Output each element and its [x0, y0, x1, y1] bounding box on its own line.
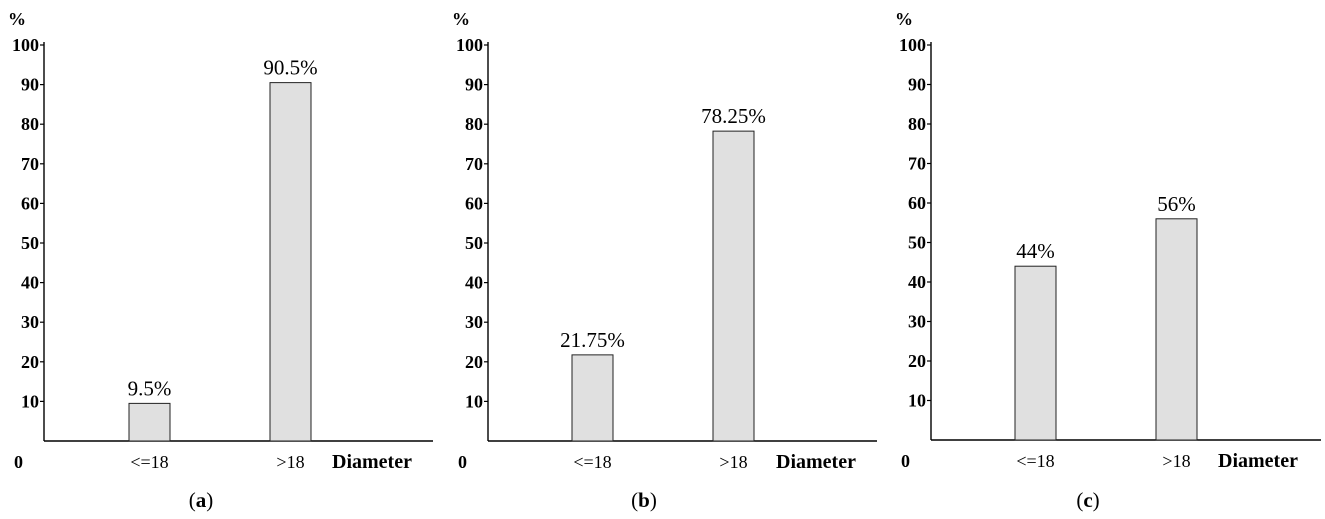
y-tick-label-b-30: 30 [465, 312, 483, 332]
y-tick-label-a-80: 80 [21, 114, 39, 134]
y-tick-label-b-60: 60 [465, 193, 483, 213]
y-tick-label-a-60: 60 [21, 193, 39, 213]
y-tick-label-a-30: 30 [21, 312, 39, 332]
y-tick-label-c-60: 60 [908, 193, 926, 213]
data-label-c-2: 56% [1157, 192, 1196, 216]
y-tick-label-a-100: 100 [12, 35, 39, 55]
y-axis-label-a: % [8, 9, 26, 29]
y-tick-label-b-90: 90 [465, 75, 483, 95]
y-tick-label-c-100: 100 [899, 35, 926, 55]
y-tick-label-b-80: 80 [465, 114, 483, 134]
y-tick-label-c-30: 30 [908, 312, 926, 332]
panel-label-c: (c) [1076, 488, 1100, 512]
data-label-b-1: 21.75% [560, 328, 625, 352]
y-tick-label-b-20: 20 [465, 352, 483, 372]
category-label-c-1: <=18 [1016, 451, 1054, 471]
x-axis-label-a: Diameter [332, 451, 412, 473]
category-label-b-2: >18 [719, 452, 747, 472]
y-tick-label-a-70: 70 [21, 154, 39, 174]
origin-label-a: 0 [14, 452, 23, 472]
y-tick-label-b-40: 40 [465, 273, 483, 293]
y-tick-label-b-50: 50 [465, 233, 483, 253]
y-tick-label-c-20: 20 [908, 351, 926, 371]
category-label-b-1: <=18 [573, 452, 611, 472]
origin-label-c: 0 [901, 451, 910, 471]
y-tick-label-b-10: 10 [465, 391, 483, 411]
bar-b-1 [571, 354, 614, 442]
y-tick-label-a-10: 10 [21, 391, 39, 411]
y-tick-label-a-40: 40 [21, 273, 39, 293]
y-tick-label-c-90: 90 [908, 75, 926, 95]
bar-c-2 [1155, 218, 1198, 441]
x-axis-label-c: Diameter [1218, 450, 1298, 472]
y-tick-label-b-100: 100 [456, 35, 483, 55]
panel-label-a: (a) [188, 488, 214, 512]
category-label-c-2: >18 [1162, 451, 1190, 471]
y-tick-label-b-70: 70 [465, 154, 483, 174]
category-label-a-2: >18 [276, 452, 304, 472]
y-tick-label-c-50: 50 [908, 233, 926, 253]
bar-a-1 [128, 402, 171, 442]
data-label-c-1: 44% [1016, 239, 1055, 263]
y-tick-label-c-40: 40 [908, 272, 926, 292]
y-tick-label-a-50: 50 [21, 233, 39, 253]
data-label-a-1: 9.5% [128, 376, 172, 400]
panel-label-b: (b) [631, 488, 657, 512]
y-tick-label-c-10: 10 [908, 391, 926, 411]
y-tick-label-c-80: 80 [908, 114, 926, 134]
bar-b-2 [712, 130, 755, 442]
y-axis-label-b: % [452, 9, 470, 29]
bar-c-1 [1014, 265, 1057, 441]
bar-a-2 [269, 82, 312, 442]
y-axis-label-c: % [895, 9, 913, 29]
y-tick-label-c-70: 70 [908, 154, 926, 174]
y-tick-label-a-90: 90 [21, 75, 39, 95]
category-label-a-1: <=18 [130, 452, 168, 472]
x-axis-label-b: Diameter [776, 451, 856, 473]
data-label-a-2: 90.5% [263, 56, 317, 80]
data-label-b-2: 78.25% [701, 104, 766, 128]
y-tick-label-a-20: 20 [21, 352, 39, 372]
origin-label-b: 0 [458, 452, 467, 472]
